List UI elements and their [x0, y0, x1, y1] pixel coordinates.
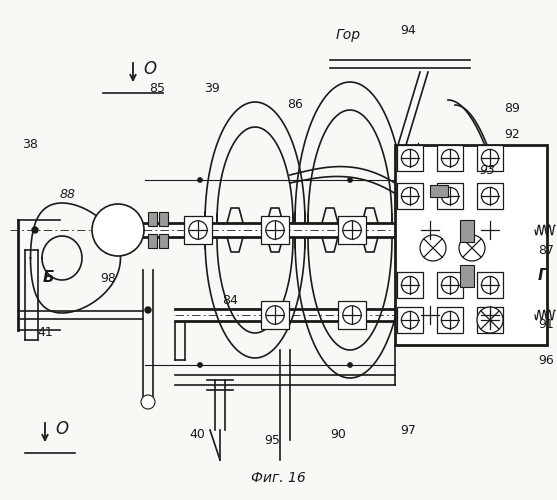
Text: 95: 95 [264, 434, 280, 446]
Bar [261, 301, 289, 329]
Bar [477, 307, 503, 333]
Text: 94: 94 [400, 24, 416, 36]
Bar [437, 272, 463, 298]
Bar [395, 145, 547, 345]
Bar [338, 301, 366, 329]
Text: Б: Б [42, 270, 54, 285]
Text: Г: Г [538, 268, 548, 282]
Text: O: O [55, 420, 68, 438]
Bar [397, 307, 423, 333]
Text: O: O [143, 60, 156, 78]
Bar [397, 183, 423, 209]
Text: 87: 87 [538, 244, 554, 256]
Text: Фиг. 16: Фиг. 16 [251, 471, 306, 485]
Bar [476, 216, 504, 244]
Circle shape [348, 362, 353, 368]
Bar [397, 272, 423, 298]
Text: 91: 91 [538, 318, 554, 332]
Circle shape [198, 178, 203, 182]
Text: 84: 84 [222, 294, 238, 306]
Circle shape [141, 395, 155, 409]
Bar [477, 145, 503, 171]
Bar [184, 216, 212, 244]
Text: Гор: Гор [335, 28, 360, 42]
Circle shape [420, 235, 446, 261]
Bar [338, 216, 366, 244]
Text: 96: 96 [538, 354, 554, 366]
Circle shape [32, 227, 38, 233]
Bar [460, 220, 474, 242]
Text: 93: 93 [479, 164, 495, 176]
Circle shape [198, 362, 203, 368]
Text: 39: 39 [204, 82, 220, 94]
Text: 92: 92 [504, 128, 520, 141]
Circle shape [459, 235, 485, 261]
Bar [477, 272, 503, 298]
Bar [159, 234, 168, 248]
Bar [416, 301, 444, 329]
Circle shape [477, 307, 503, 333]
Bar [437, 307, 463, 333]
Bar [430, 185, 448, 197]
Text: 98: 98 [100, 272, 116, 284]
Bar [460, 265, 474, 287]
Text: 85: 85 [149, 82, 165, 94]
Circle shape [92, 204, 144, 256]
Text: 97: 97 [400, 424, 416, 436]
Text: 86: 86 [287, 98, 303, 112]
Bar [476, 301, 504, 329]
Bar [477, 183, 503, 209]
Bar [397, 145, 423, 171]
Bar [437, 183, 463, 209]
Text: 90: 90 [330, 428, 346, 442]
Bar [148, 212, 157, 226]
Text: 40: 40 [189, 428, 205, 442]
Text: 89: 89 [504, 102, 520, 114]
Bar [416, 216, 444, 244]
Bar [148, 234, 157, 248]
Bar [159, 212, 168, 226]
Text: 88: 88 [60, 188, 76, 202]
Circle shape [145, 307, 151, 313]
Bar [261, 216, 289, 244]
Text: 41: 41 [37, 326, 53, 340]
Bar [437, 145, 463, 171]
Circle shape [348, 178, 353, 182]
Text: 38: 38 [22, 138, 38, 151]
